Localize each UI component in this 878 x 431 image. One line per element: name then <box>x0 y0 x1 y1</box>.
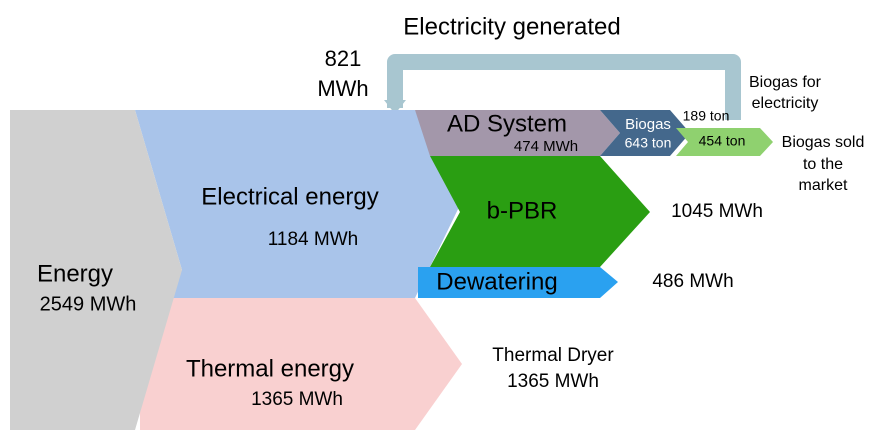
node-value: 1365 MWh <box>251 389 343 410</box>
node-value: 1045 MWh <box>671 201 763 222</box>
node-label: Thermal energy <box>186 355 354 382</box>
output-label: to the <box>803 156 843 173</box>
node-value: 486 MWh <box>652 271 733 292</box>
node-label: Thermal Dryer <box>492 345 614 366</box>
biogas-flow <box>600 110 690 156</box>
node-label: b-PBR <box>487 197 558 224</box>
loop-label: MWh <box>317 76 368 101</box>
bpbr-flow <box>430 156 650 267</box>
output-value: 454 ton <box>699 133 746 149</box>
node-value: 1365 MWh <box>507 371 599 392</box>
title: Electricity generated <box>403 13 620 40</box>
node-label: Biogas <box>625 116 671 133</box>
node-value: 2549 MWh <box>40 293 137 315</box>
output-label: market <box>799 177 848 194</box>
node-label: Electrical energy <box>201 183 378 210</box>
loop-label: 821 <box>325 46 362 71</box>
node-value: 474 MWh <box>514 138 578 155</box>
ad-flow <box>415 110 620 156</box>
node-value: 643 ton <box>625 135 672 151</box>
loop-flow <box>387 54 741 120</box>
node-label: Energy <box>37 260 113 287</box>
loop-arrow <box>384 100 406 114</box>
node-label: AD System <box>447 110 567 137</box>
energy-node <box>10 110 182 430</box>
node-value: 1184 MWh <box>268 229 358 250</box>
output-label: Biogas sold <box>782 134 865 151</box>
electrical-flow <box>135 110 460 298</box>
biogas-sold-flow <box>676 128 773 156</box>
thermal-flow <box>140 298 462 430</box>
output-label: Biogas for <box>749 74 822 91</box>
output-value: 189 ton <box>683 108 730 124</box>
output-label: electricity <box>752 95 819 112</box>
node-label: Dewatering <box>436 268 557 295</box>
dewatering-flow <box>418 267 618 298</box>
